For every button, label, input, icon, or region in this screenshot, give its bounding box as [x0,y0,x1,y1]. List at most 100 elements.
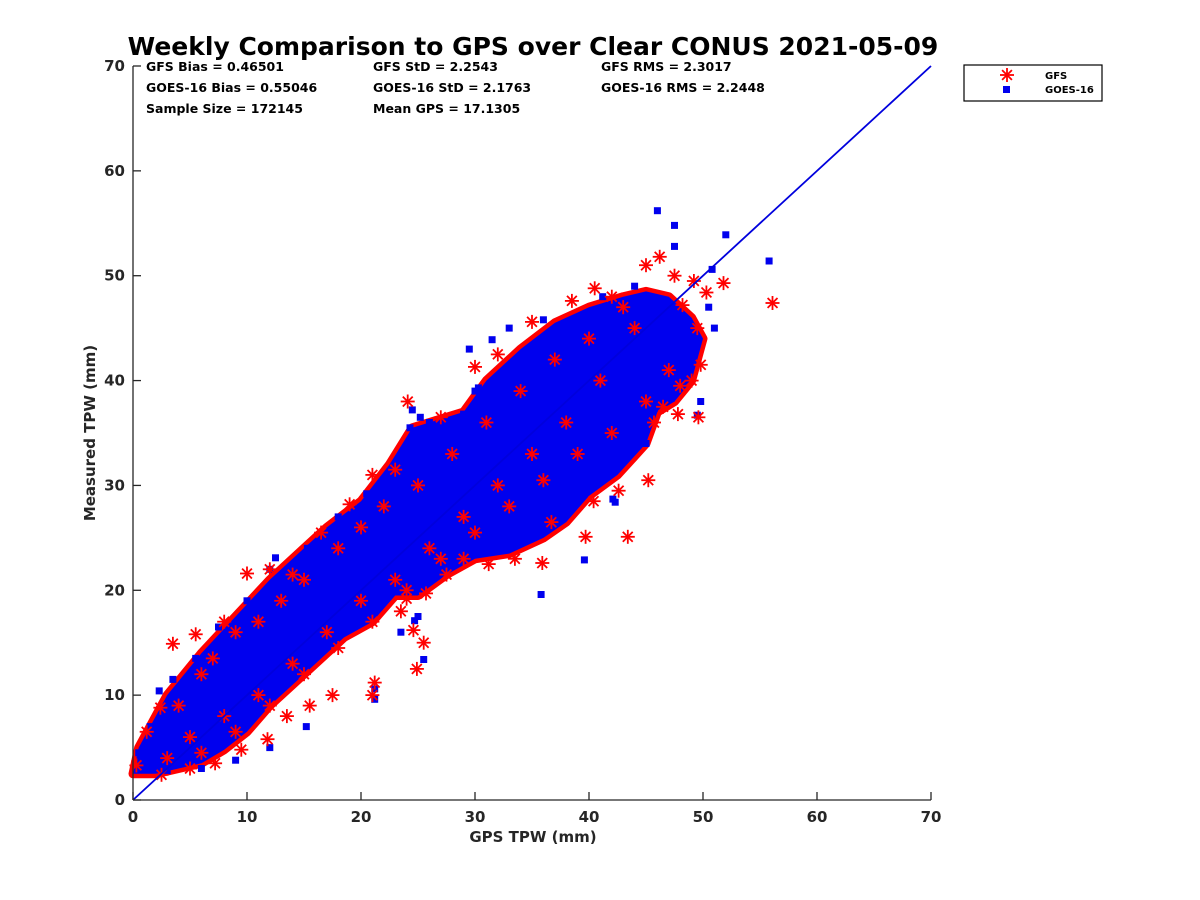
gfs-point [279,709,294,724]
goes-point [408,406,416,414]
stat-goes-bias: GOES-16 Bias = 0.55046 [146,80,317,95]
gfs-point [525,447,539,461]
gfs-point [165,636,180,651]
goes-point [303,544,311,552]
gfs-point [675,298,690,313]
x-axis-label: GPS TPW (mm) [469,828,596,846]
stat-goes-std: GOES-16 StD = 2.1763 [373,80,531,95]
goes-point [697,398,705,405]
gfs-point [234,742,249,757]
y-tick-label: 70 [104,57,125,75]
goes-point [289,613,297,620]
goes-point [599,293,607,301]
goes-point [574,324,582,332]
y-tick-label: 20 [104,581,125,599]
axes: 0 10 20 30 40 50 60 70 0 10 20 30 40 50 60 70 [104,57,941,826]
goes-point [671,221,678,229]
goes-point [653,345,661,353]
stat-gfs-std: GFS StD = 2.2543 [373,59,498,74]
gfs-point [468,359,482,374]
gfs-point [456,509,471,524]
goes-point [397,628,405,636]
gfs-point [604,289,619,304]
y-tick-label: 40 [104,372,125,390]
gfs-point [409,661,424,676]
gfs-point [639,258,653,273]
gfs-point [183,730,197,745]
stat-gfs-bias: GFS Bias = 0.46501 [146,59,284,74]
goes-point [443,429,450,437]
gfs-point [217,614,232,629]
gfs-point [376,499,391,514]
gfs-point [297,572,311,587]
gfs-point [627,321,642,336]
legend: GFS GOES-16 [963,64,1103,102]
gfs-point [419,586,433,601]
gfs-point [439,567,454,582]
goes-point [642,440,650,447]
gfs-point [564,293,579,308]
gfs-point [490,347,505,362]
gfs-point [240,566,254,581]
gfs-point [578,529,593,544]
legend-box [963,64,1103,102]
gfs-point [251,688,266,703]
gfs-point [367,675,382,690]
y-tick-label: 30 [104,476,125,494]
goes-point [229,696,237,704]
gfs-point [406,623,421,638]
x-tick-label: 30 [465,808,486,826]
gfs-point [690,321,705,336]
goes-point [197,765,205,772]
gfs-point [422,541,437,556]
gfs-point [285,567,300,582]
gfs-point [536,473,551,488]
gfs-point [699,285,714,300]
stat-sample-size: Sample Size = 172145 [146,101,303,116]
gfs-point [716,276,731,291]
gfs-point [388,572,403,587]
goes-point [539,340,547,348]
gfs-point [388,462,403,477]
goes-point [488,336,496,344]
gfs-point [616,300,631,315]
goes-point [363,490,371,498]
stat-gfs-rms: GFS RMS = 2.3017 [601,59,732,74]
goes-point [631,282,639,290]
goes-point [155,687,163,695]
gfs-point [399,583,414,598]
gfs-point [490,478,505,493]
gfs-point [502,499,517,514]
goes-point [471,387,479,395]
y-tick-label: 10 [104,686,125,704]
gfs-point [160,751,175,766]
goes-point [667,394,675,402]
gfs-point [171,698,186,713]
goes-point [625,450,633,458]
gfs-point [400,394,415,409]
legend-goes-square-icon [1003,86,1010,93]
stat-mean-gps: Mean GPS = 17.1305 [373,101,520,116]
gfs-point [262,698,277,713]
goes-point [414,613,422,620]
gfs-point [365,614,380,629]
gfs-point [513,384,528,399]
y-tick-label: 50 [104,267,125,285]
gfs-point [445,447,460,461]
gfs-point [433,410,448,425]
goes-point [708,265,716,273]
gfs-point [285,656,300,671]
x-tick-label: 10 [237,808,258,826]
goes-point [371,695,379,703]
gfs-point [673,378,688,393]
gfs-point [354,593,368,608]
goes-point [249,649,257,657]
gfs-point [620,529,635,544]
gfs-point [547,352,562,367]
goes-point [272,554,279,562]
gfs-point [544,515,559,530]
gfs-point [647,415,661,430]
gfs-point [693,357,708,372]
gfs-point [416,635,431,650]
gfs-point [468,525,482,540]
